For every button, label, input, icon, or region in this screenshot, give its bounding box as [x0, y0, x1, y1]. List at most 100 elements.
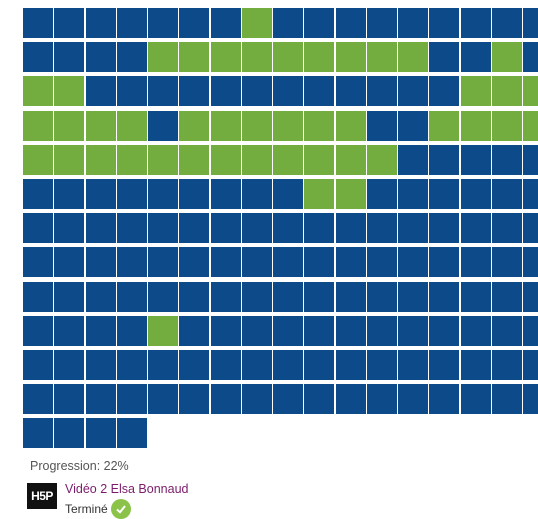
pending-cell[interactable]: [366, 110, 397, 141]
pending-cell[interactable]: [273, 315, 303, 346]
pending-cell[interactable]: [491, 144, 522, 175]
pending-cell[interactable]: [460, 213, 491, 244]
pending-cell[interactable]: [116, 418, 147, 449]
pending-cell[interactable]: [523, 213, 538, 244]
pending-cell[interactable]: [429, 315, 460, 346]
completed-cell[interactable]: [116, 110, 147, 141]
pending-cell[interactable]: [523, 281, 538, 312]
completed-cell[interactable]: [273, 110, 303, 141]
pending-cell[interactable]: [273, 349, 303, 380]
completed-cell[interactable]: [273, 144, 303, 175]
completed-cell[interactable]: [523, 76, 538, 107]
completed-cell[interactable]: [23, 76, 53, 107]
pending-cell[interactable]: [366, 76, 397, 107]
pending-cell[interactable]: [210, 349, 241, 380]
pending-cell[interactable]: [366, 178, 397, 209]
completed-cell[interactable]: [241, 144, 272, 175]
completed-cell[interactable]: [179, 42, 210, 73]
pending-cell[interactable]: [54, 178, 85, 209]
pending-cell[interactable]: [210, 315, 241, 346]
completed-cell[interactable]: [241, 110, 272, 141]
pending-cell[interactable]: [273, 247, 303, 278]
pending-cell[interactable]: [335, 8, 366, 38]
pending-cell[interactable]: [54, 213, 85, 244]
pending-cell[interactable]: [23, 349, 53, 380]
pending-cell[interactable]: [460, 8, 491, 38]
pending-cell[interactable]: [85, 42, 116, 73]
pending-cell[interactable]: [23, 178, 53, 209]
pending-cell[interactable]: [523, 384, 538, 415]
pending-cell[interactable]: [210, 213, 241, 244]
pending-cell[interactable]: [85, 384, 116, 415]
pending-cell[interactable]: [273, 213, 303, 244]
completed-cell[interactable]: [179, 110, 210, 141]
completed-cell[interactable]: [148, 144, 178, 175]
pending-cell[interactable]: [23, 418, 53, 449]
pending-cell[interactable]: [460, 281, 491, 312]
pending-cell[interactable]: [116, 384, 147, 415]
completed-cell[interactable]: [398, 42, 428, 73]
pending-cell[interactable]: [523, 42, 538, 73]
pending-cell[interactable]: [398, 349, 428, 380]
completed-cell[interactable]: [210, 42, 241, 73]
pending-cell[interactable]: [491, 247, 522, 278]
completed-cell[interactable]: [54, 144, 85, 175]
pending-cell[interactable]: [429, 384, 460, 415]
pending-cell[interactable]: [366, 349, 397, 380]
pending-cell[interactable]: [304, 76, 335, 107]
pending-cell[interactable]: [273, 8, 303, 38]
pending-cell[interactable]: [398, 110, 428, 141]
pending-cell[interactable]: [304, 315, 335, 346]
pending-cell[interactable]: [460, 349, 491, 380]
pending-cell[interactable]: [273, 384, 303, 415]
completed-cell[interactable]: [23, 110, 53, 141]
pending-cell[interactable]: [366, 8, 397, 38]
pending-cell[interactable]: [398, 178, 428, 209]
pending-cell[interactable]: [241, 178, 272, 209]
pending-cell[interactable]: [429, 349, 460, 380]
completed-cell[interactable]: [85, 110, 116, 141]
pending-cell[interactable]: [23, 213, 53, 244]
completed-cell[interactable]: [210, 144, 241, 175]
pending-cell[interactable]: [335, 281, 366, 312]
pending-cell[interactable]: [54, 42, 85, 73]
pending-cell[interactable]: [85, 349, 116, 380]
pending-cell[interactable]: [116, 247, 147, 278]
pending-cell[interactable]: [335, 76, 366, 107]
completed-cell[interactable]: [491, 76, 522, 107]
pending-cell[interactable]: [241, 349, 272, 380]
pending-cell[interactable]: [210, 8, 241, 38]
pending-cell[interactable]: [429, 281, 460, 312]
pending-cell[interactable]: [23, 8, 53, 38]
pending-cell[interactable]: [116, 213, 147, 244]
pending-cell[interactable]: [398, 213, 428, 244]
pending-cell[interactable]: [304, 384, 335, 415]
pending-cell[interactable]: [429, 8, 460, 38]
completed-cell[interactable]: [523, 110, 538, 141]
pending-cell[interactable]: [241, 247, 272, 278]
pending-cell[interactable]: [398, 384, 428, 415]
pending-cell[interactable]: [148, 178, 178, 209]
pending-cell[interactable]: [523, 315, 538, 346]
pending-cell[interactable]: [210, 384, 241, 415]
pending-cell[interactable]: [116, 315, 147, 346]
completed-cell[interactable]: [148, 315, 178, 346]
completed-cell[interactable]: [85, 144, 116, 175]
pending-cell[interactable]: [23, 384, 53, 415]
pending-cell[interactable]: [179, 178, 210, 209]
pending-cell[interactable]: [85, 247, 116, 278]
pending-cell[interactable]: [116, 76, 147, 107]
completed-cell[interactable]: [335, 110, 366, 141]
pending-cell[interactable]: [398, 8, 428, 38]
pending-cell[interactable]: [210, 281, 241, 312]
completed-cell[interactable]: [304, 42, 335, 73]
pending-cell[interactable]: [116, 42, 147, 73]
completed-cell[interactable]: [335, 178, 366, 209]
pending-cell[interactable]: [241, 213, 272, 244]
pending-cell[interactable]: [491, 213, 522, 244]
pending-cell[interactable]: [460, 144, 491, 175]
pending-cell[interactable]: [85, 281, 116, 312]
pending-cell[interactable]: [366, 384, 397, 415]
pending-cell[interactable]: [523, 349, 538, 380]
pending-cell[interactable]: [335, 349, 366, 380]
